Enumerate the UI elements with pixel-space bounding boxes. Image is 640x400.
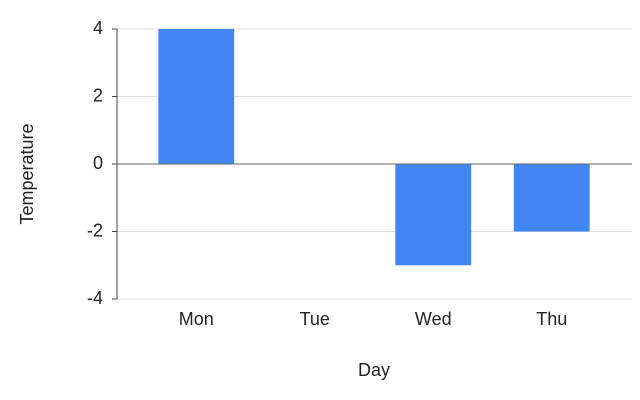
x-tick-label: Tue (300, 309, 330, 329)
y-tick-label: 2 (93, 85, 103, 105)
y-axis-title: Temperature (17, 123, 37, 224)
bar (513, 164, 590, 232)
y-tick-label: 4 (93, 18, 103, 38)
y-tick-label: -2 (87, 220, 103, 240)
x-tick-label: Mon (179, 309, 214, 329)
x-tick-label: Wed (415, 309, 452, 329)
x-tick-label: Thu (536, 309, 567, 329)
y-tick-label: -4 (87, 288, 103, 308)
bar (158, 29, 235, 164)
y-tick-label: 0 (93, 153, 103, 173)
x-axis-title: Day (358, 360, 390, 380)
bar (395, 164, 472, 266)
